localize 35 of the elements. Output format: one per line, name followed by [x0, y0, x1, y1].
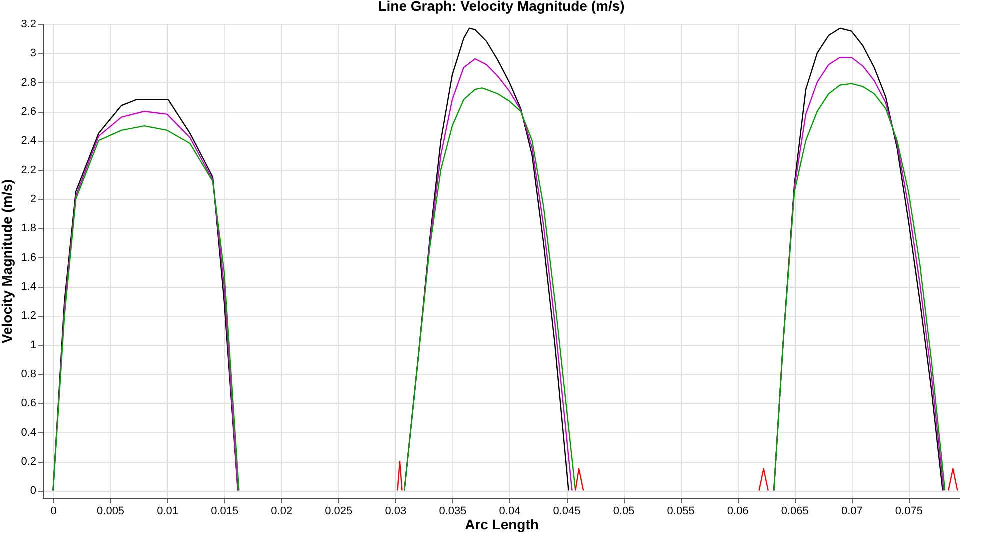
y-tick-label: 2.4 — [21, 135, 36, 148]
y-tick-label: 1.6 — [21, 252, 36, 264]
x-tick-label: 0.02 — [271, 506, 293, 518]
y-tick-label: 1 — [30, 339, 36, 352]
y-tick-label: 0.4 — [21, 426, 36, 439]
y-tick-label: 3.2 — [21, 18, 36, 30]
y-tick-label: 2.8 — [21, 76, 36, 89]
x-tick-label: 0.06 — [727, 506, 749, 518]
x-tick-label: 0.04 — [499, 506, 521, 518]
x-tick-label: 0.045 — [553, 506, 581, 518]
x-tick-label: 0.03 — [385, 506, 407, 518]
y-tick-label: 2 — [30, 194, 36, 206]
y-axis-title: Velocity Magnitude (m/s) — [0, 179, 16, 344]
y-tick-label: 0 — [30, 485, 36, 498]
y-tick-label: 1.4 — [21, 281, 36, 294]
y-tick-label: 1.2 — [21, 310, 36, 322]
x-tick-label: 0.055 — [667, 506, 695, 518]
x-tick-label: 0.035 — [439, 506, 467, 518]
x-tick-label: 0.025 — [325, 506, 353, 518]
y-tick-label: 0.2 — [21, 456, 36, 468]
x-tick-label: 0.005 — [97, 506, 125, 518]
x-tick-label: 0.075 — [895, 506, 923, 518]
y-tick-label: 2.2 — [21, 164, 36, 176]
x-tick-label: 0.065 — [781, 506, 809, 518]
x-tick-label: 0.015 — [211, 506, 239, 518]
x-tick-label: 0.01 — [157, 506, 179, 518]
x-tick-label: 0.05 — [613, 506, 635, 518]
chart-title: Line Graph: Velocity Magnitude (m/s) — [378, 0, 625, 14]
x-tick-label: 0.07 — [841, 506, 863, 518]
y-tick-label: 0.6 — [21, 398, 36, 410]
y-tick-label: 1.8 — [21, 222, 36, 235]
y-tick-label: 2.6 — [21, 106, 36, 118]
y-tick-label: 0.8 — [21, 368, 36, 381]
y-tick-label: 3 — [30, 48, 36, 60]
x-tick-label: 0 — [50, 506, 57, 518]
